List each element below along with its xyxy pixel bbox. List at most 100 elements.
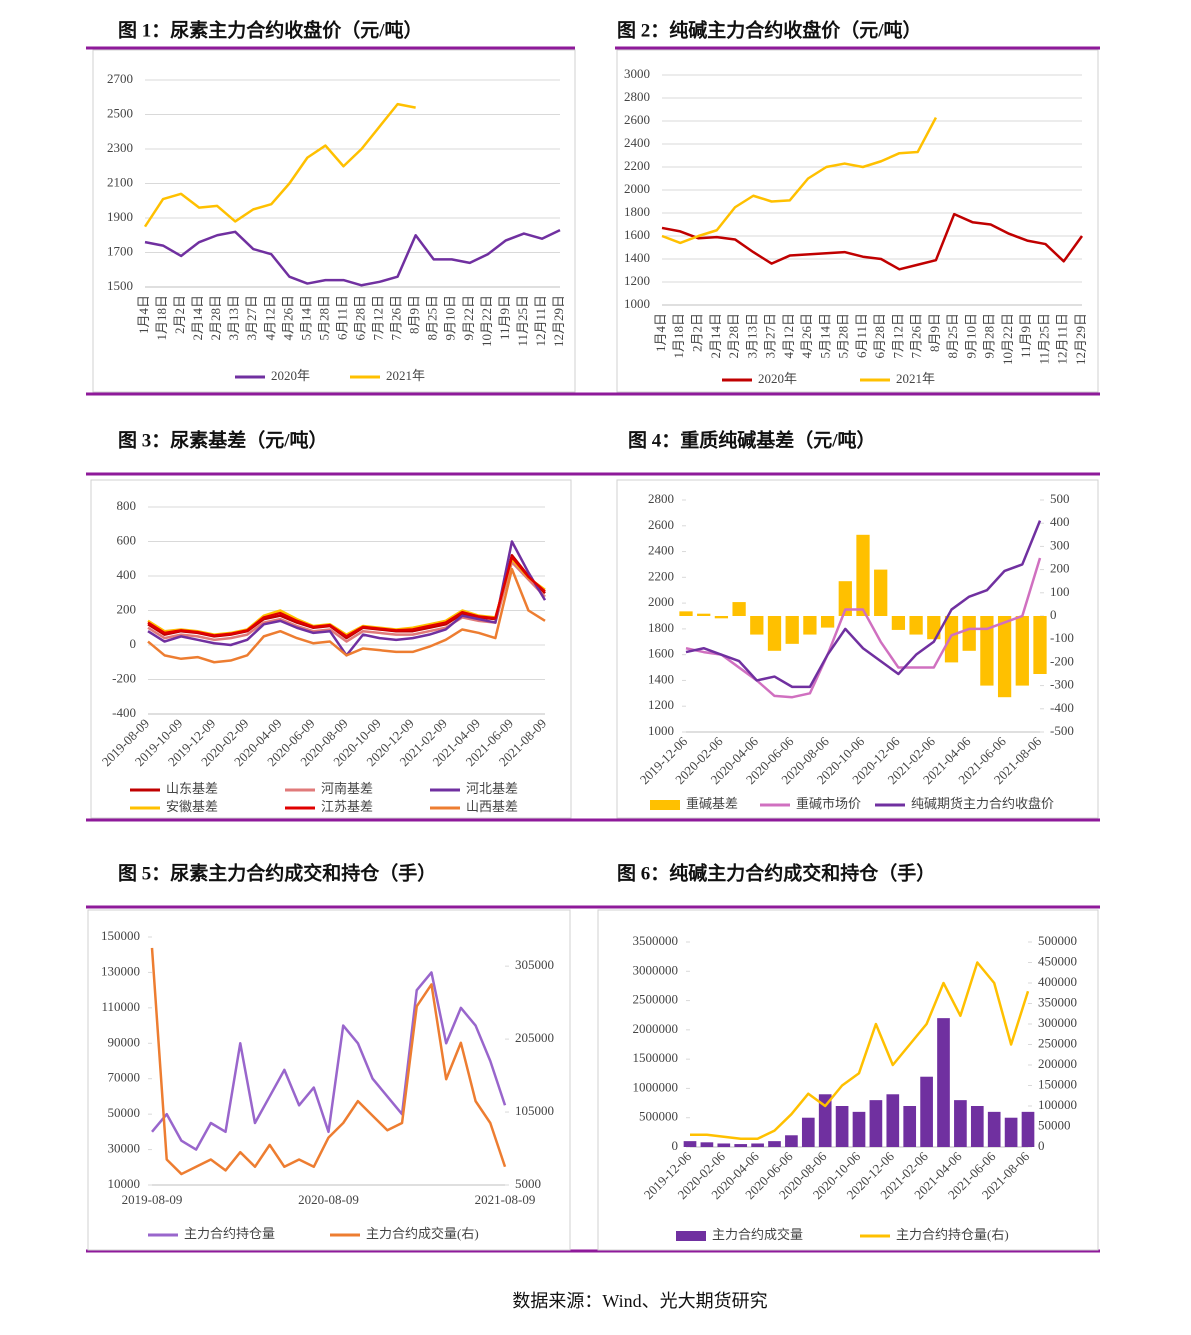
x-tick-label: 1月4日	[136, 295, 151, 334]
x-tick-label: 2月28日	[208, 295, 223, 341]
x-tick-label: 12月11日	[1055, 313, 1070, 365]
chart-frame	[616, 49, 1099, 393]
y2-tick-label: 250000	[1038, 1035, 1077, 1050]
y-tick-label: 3000000	[633, 962, 679, 977]
bar	[714, 616, 729, 619]
x-tick-label: 12月29日	[1073, 313, 1088, 365]
bar	[891, 616, 906, 630]
x-tick-label: 11月9日	[497, 295, 512, 340]
y-tick-label: 0	[130, 636, 137, 651]
y-tick-label: 500000	[639, 1109, 678, 1124]
chart-frame	[616, 479, 1099, 819]
y-tick-label: 1600	[648, 646, 674, 661]
x-tick-label: 5月14日	[817, 313, 832, 359]
y-tick-label: 1200	[648, 697, 674, 712]
x-tick-label: 2月14日	[190, 295, 205, 341]
series-line	[147, 560, 546, 643]
x-tick-label: 7月12日	[890, 313, 905, 359]
x-tick-label: 11月25日	[1036, 313, 1051, 365]
bar	[909, 616, 923, 635]
y-tick-label: 70000	[108, 1070, 141, 1085]
legend-label: 主力合约持仓量	[184, 1226, 275, 1241]
bar	[838, 581, 852, 616]
bar	[768, 1141, 781, 1147]
bar	[835, 1106, 849, 1147]
y-tick-label: 1000	[648, 723, 674, 738]
legend-label: 2021年	[896, 371, 935, 386]
y2-tick-label: -400	[1050, 700, 1074, 715]
y2-tick-label: 400	[1050, 514, 1070, 529]
x-tick-label: 6月11日	[334, 295, 349, 340]
x-tick-label: 7月26日	[389, 295, 404, 341]
chart-title: 图 3：尿素基差（元/吨）	[118, 428, 328, 451]
x-tick-label: 3月27日	[244, 295, 259, 341]
x-tick-label: 11月9日	[1018, 313, 1033, 358]
x-tick-label: 9月28日	[982, 313, 997, 359]
chart-frame	[90, 479, 572, 819]
series-line	[661, 212, 1084, 271]
bar	[1021, 1111, 1035, 1147]
y2-tick-label: 5000	[515, 1176, 541, 1191]
y2-tick-label: 400000	[1038, 974, 1077, 989]
bar	[954, 1100, 967, 1147]
y-tick-label: 1200	[624, 273, 650, 288]
y-tick-label: 1400	[648, 671, 674, 686]
y2-tick-label: 350000	[1038, 994, 1077, 1009]
y2-tick-label: 100	[1050, 584, 1070, 599]
x-tick-label: 6月28日	[872, 313, 887, 359]
y-tick-label: 110000	[101, 999, 140, 1014]
x-tick-label: 6月11日	[854, 313, 869, 358]
series-line	[150, 947, 507, 1176]
y-tick-label: 150000	[101, 928, 140, 943]
chart-title: 图 2：纯碱主力合约收盘价（元/吨）	[617, 18, 922, 41]
series-line	[151, 971, 507, 1151]
y-tick-label: 0	[672, 1138, 679, 1153]
y2-tick-label: 0	[1050, 607, 1057, 622]
x-tick-label: 4月12日	[781, 313, 796, 359]
x-tick-label: 4月12日	[262, 295, 277, 341]
bar	[751, 1143, 764, 1147]
x-tick-label: 2月2日	[172, 295, 187, 334]
bar	[785, 1135, 798, 1147]
legend-label: 主力合约成交量(右)	[366, 1226, 479, 1241]
y2-tick-label: 450000	[1038, 953, 1077, 968]
bar	[962, 616, 976, 651]
series-line	[147, 554, 546, 640]
source: 数据来源：Wind、光大期货研究	[512, 1291, 767, 1311]
bar	[767, 616, 782, 651]
y-tick-label: 130000	[101, 963, 140, 978]
chart-frame	[92, 49, 576, 393]
y-tick-label: 3000	[624, 66, 650, 81]
bar	[785, 616, 799, 644]
bar	[818, 1094, 832, 1147]
y-tick-label: 2000	[624, 181, 650, 196]
y-tick-label: 2400	[624, 135, 650, 150]
legend-label: 主力合约持仓量(右)	[896, 1227, 1009, 1242]
chart-title: 图 6：纯碱主力合约成交和持仓（手）	[617, 861, 935, 884]
x-tick-label: 3月27日	[763, 313, 778, 359]
y-tick-label: 3500000	[633, 933, 679, 948]
y2-tick-label: 105000	[515, 1103, 554, 1118]
x-tick-label: 7月26日	[909, 313, 924, 359]
bar	[732, 602, 746, 616]
legend-label: 2020年	[271, 368, 310, 383]
bar	[700, 1142, 714, 1147]
legend-label: 安徽基差	[166, 799, 218, 814]
x-tick-label: 8月9日	[407, 295, 422, 334]
bar	[683, 1141, 697, 1147]
legend-swatch	[676, 1231, 706, 1241]
y2-tick-label: 205000	[515, 1030, 554, 1045]
y-tick-label: -400	[112, 705, 136, 720]
y-tick-label: 2800	[624, 89, 650, 104]
bar	[801, 1117, 815, 1147]
legend-label: 纯碱期货主力合约收盘价	[911, 796, 1054, 811]
y2-tick-label: 100000	[1038, 1097, 1077, 1112]
series-line	[147, 567, 546, 664]
y-tick-label: 90000	[108, 1034, 141, 1049]
legend-label: 河南基差	[321, 781, 373, 796]
series-line	[143, 102, 416, 228]
y-tick-label: 2200	[624, 158, 650, 173]
bar	[750, 616, 764, 635]
y-tick-label: 2000	[648, 594, 674, 609]
bar	[1004, 1117, 1018, 1147]
